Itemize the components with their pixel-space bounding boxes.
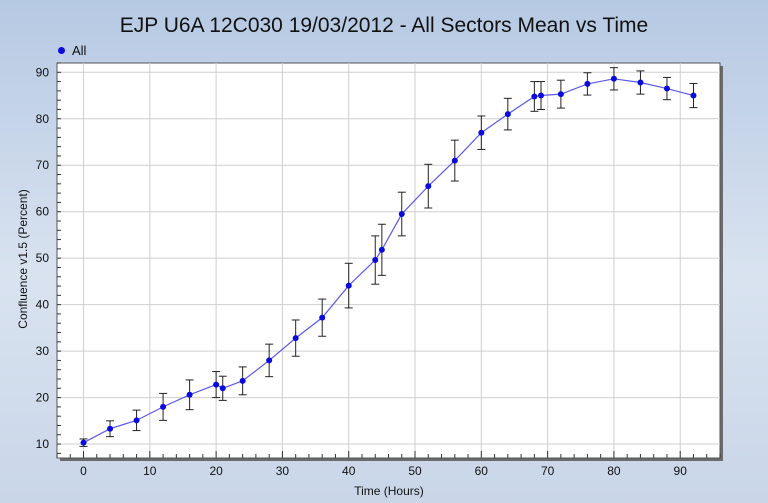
grid-lines — [57, 63, 720, 458]
x-tick-label: 30 — [276, 464, 290, 478]
data-point — [239, 377, 246, 384]
y-tick-label: 10 — [36, 437, 50, 451]
plot-area — [56, 62, 721, 459]
data-point — [584, 80, 591, 87]
data-point — [451, 157, 458, 164]
legend-label-all: All — [72, 43, 87, 58]
data-point — [531, 93, 538, 100]
y-tick-label: 80 — [36, 112, 50, 126]
series-all — [79, 67, 698, 447]
x-tick-label: 20 — [209, 464, 223, 478]
data-point — [266, 357, 273, 364]
x-axis-label: Time (Hours) — [354, 484, 424, 498]
data-point — [398, 211, 405, 218]
x-tick-label: 70 — [541, 464, 555, 478]
x-tick-label: 90 — [674, 464, 688, 478]
y-tick-label: 50 — [36, 251, 50, 265]
x-tick-label: 80 — [607, 464, 621, 478]
data-point — [637, 79, 644, 86]
data-point — [372, 257, 379, 264]
legend-marker — [58, 47, 65, 54]
data-point — [663, 85, 670, 92]
data-point — [557, 91, 564, 98]
x-tick-label: 10 — [143, 464, 157, 478]
minor-ticks — [56, 62, 721, 458]
y-tick-label: 30 — [36, 344, 50, 358]
x-tick-labels: 0 10 20 30 40 50 60 70 80 90 — [80, 464, 687, 478]
x-tick-label: 50 — [408, 464, 422, 478]
x-tick-label: 0 — [80, 464, 87, 478]
data-point — [160, 403, 167, 410]
data-point — [504, 111, 511, 118]
y-tick-labels: 10 20 30 40 50 60 70 80 90 — [36, 65, 50, 451]
data-point — [537, 92, 544, 99]
data-point — [292, 335, 299, 342]
data-point — [425, 183, 432, 190]
plot-frame — [56, 62, 723, 461]
data-point — [80, 439, 87, 446]
chart-title: EJP U6A 12C030 19/03/2012 - All Sectors … — [119, 14, 649, 37]
legend: All — [58, 43, 86, 58]
x-tick-label: 60 — [475, 464, 489, 478]
data-point — [219, 385, 226, 392]
data-point — [107, 425, 114, 432]
y-tick-label: 40 — [36, 298, 50, 312]
data-point — [186, 391, 193, 398]
data-point — [610, 75, 617, 82]
data-point — [690, 92, 697, 99]
data-point — [378, 246, 385, 253]
y-tick-label: 60 — [36, 205, 50, 219]
y-tick-label: 90 — [36, 65, 50, 79]
data-point — [478, 129, 485, 136]
data-point — [213, 381, 220, 388]
x-tick-label: 40 — [342, 464, 356, 478]
data-point — [133, 417, 140, 424]
data-point — [345, 282, 352, 289]
data-point — [319, 314, 326, 321]
y-tick-label: 20 — [36, 391, 50, 405]
y-tick-label: 70 — [36, 158, 50, 172]
y-axis-label: Confluence v1.5 (Percent) — [16, 189, 30, 328]
